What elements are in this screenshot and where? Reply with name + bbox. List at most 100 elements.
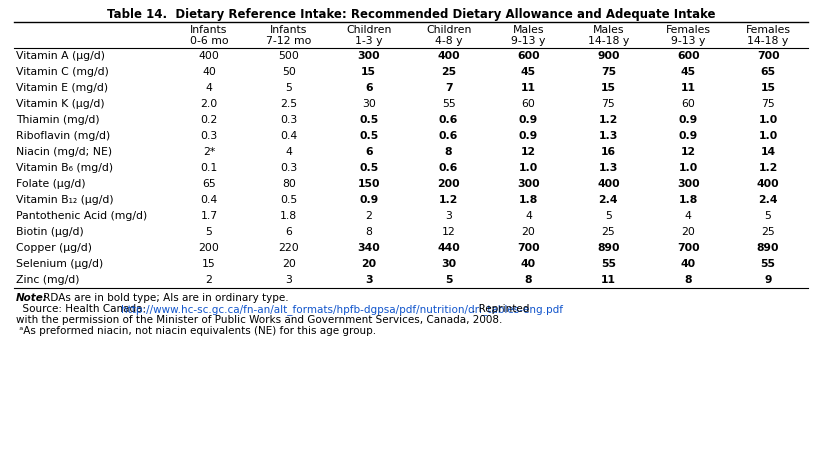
Text: 15: 15 [601,83,616,93]
Text: 200: 200 [437,179,459,189]
Text: 0.9: 0.9 [519,115,538,125]
Text: 0.1: 0.1 [201,163,218,173]
Text: 5: 5 [206,227,212,237]
Text: 1.3: 1.3 [598,131,618,141]
Text: 65: 65 [760,67,776,77]
Text: 6: 6 [285,227,293,237]
Text: 75: 75 [602,99,615,109]
Text: 0.5: 0.5 [359,115,378,125]
Text: 400: 400 [757,179,779,189]
Text: 1.8: 1.8 [679,195,698,205]
Text: 20: 20 [361,259,376,269]
Text: 0.2: 0.2 [201,115,218,125]
Text: 12: 12 [681,147,695,157]
Text: 9-13 y: 9-13 y [511,36,546,46]
Text: 2: 2 [206,275,212,285]
Text: 45: 45 [521,67,536,77]
Text: 400: 400 [198,51,219,61]
Text: 65: 65 [202,179,216,189]
Text: 2*: 2* [203,147,215,157]
Text: 1.7: 1.7 [201,211,218,221]
Text: 1.0: 1.0 [679,163,698,173]
Text: 8: 8 [365,227,372,237]
Text: 8: 8 [445,147,452,157]
Text: 9-13 y: 9-13 y [671,36,705,46]
Text: 0.5: 0.5 [280,195,298,205]
Text: 8: 8 [524,275,532,285]
Text: 0.6: 0.6 [439,163,458,173]
Text: 4: 4 [206,83,212,93]
Text: 12: 12 [441,227,455,237]
Text: 1-3 y: 1-3 y [355,36,382,46]
Text: 7: 7 [445,83,452,93]
Text: 1.0: 1.0 [759,115,778,125]
Text: 0-6 mo: 0-6 mo [190,36,229,46]
Text: 1.2: 1.2 [439,195,458,205]
Text: Table 14.  Dietary Reference Intake: Recommended Dietary Allowance and Adequate : Table 14. Dietary Reference Intake: Reco… [107,8,715,21]
Text: 400: 400 [597,179,620,189]
Text: 900: 900 [597,51,620,61]
Text: Vitamin K (μg/d): Vitamin K (μg/d) [16,99,104,109]
Text: 45: 45 [681,67,695,77]
Text: 55: 55 [441,99,455,109]
Text: 15: 15 [361,67,376,77]
Text: 55: 55 [760,259,776,269]
Text: Children: Children [426,25,471,35]
Text: Females: Females [746,25,791,35]
Text: 0.4: 0.4 [280,131,298,141]
Text: 2.5: 2.5 [280,99,298,109]
Text: 0.3: 0.3 [201,131,218,141]
Text: Males: Males [593,25,624,35]
Text: 1.3: 1.3 [598,163,618,173]
Text: 12: 12 [521,147,536,157]
Text: Note:: Note: [16,293,48,303]
Text: 2.4: 2.4 [598,195,618,205]
Text: 0.9: 0.9 [679,115,698,125]
Text: 3: 3 [446,211,452,221]
Text: 4-8 y: 4-8 y [435,36,462,46]
Text: 600: 600 [517,51,540,61]
Text: 1.0: 1.0 [759,131,778,141]
Text: 11: 11 [601,275,616,285]
Text: Selenium (μg/d): Selenium (μg/d) [16,259,104,269]
Text: Vitamin E (mg/d): Vitamin E (mg/d) [16,83,109,93]
Text: 1.8: 1.8 [280,211,298,221]
Text: 1.2: 1.2 [759,163,778,173]
Text: 3: 3 [365,275,372,285]
Text: . Reprinted: . Reprinted [472,304,529,314]
Text: 5: 5 [605,211,612,221]
Text: 4: 4 [285,147,293,157]
Text: 20: 20 [282,259,296,269]
Text: 0.5: 0.5 [359,131,378,141]
Text: Vitamin B₆ (mg/d): Vitamin B₆ (mg/d) [16,163,113,173]
Text: 890: 890 [757,243,779,253]
Text: 11: 11 [521,83,536,93]
Text: 40: 40 [202,67,216,77]
Text: 14-18 y: 14-18 y [588,36,629,46]
Text: 30: 30 [362,99,376,109]
Text: Riboflavin (mg/d): Riboflavin (mg/d) [16,131,110,141]
Text: 150: 150 [358,179,380,189]
Text: 600: 600 [677,51,700,61]
Text: 3: 3 [285,275,293,285]
Text: 0.5: 0.5 [359,163,378,173]
Text: Males: Males [513,25,544,35]
Text: 300: 300 [358,51,380,61]
Text: 2: 2 [365,211,372,221]
Text: 1.2: 1.2 [598,115,618,125]
Text: 80: 80 [282,179,296,189]
Text: 2.0: 2.0 [201,99,218,109]
Text: 40: 40 [681,259,695,269]
Text: 60: 60 [521,99,535,109]
Text: Vitamin B₁₂ (μg/d): Vitamin B₁₂ (μg/d) [16,195,113,205]
Text: 20: 20 [681,227,695,237]
Text: 0.3: 0.3 [280,163,298,173]
Text: 6: 6 [365,147,372,157]
Text: 0.6: 0.6 [439,115,458,125]
Text: 40: 40 [521,259,536,269]
Text: Vitamin A (μg/d): Vitamin A (μg/d) [16,51,105,61]
Text: Biotin (μg/d): Biotin (μg/d) [16,227,84,237]
Text: 0.6: 0.6 [439,131,458,141]
Text: Zinc (mg/d): Zinc (mg/d) [16,275,80,285]
Text: 15: 15 [202,259,216,269]
